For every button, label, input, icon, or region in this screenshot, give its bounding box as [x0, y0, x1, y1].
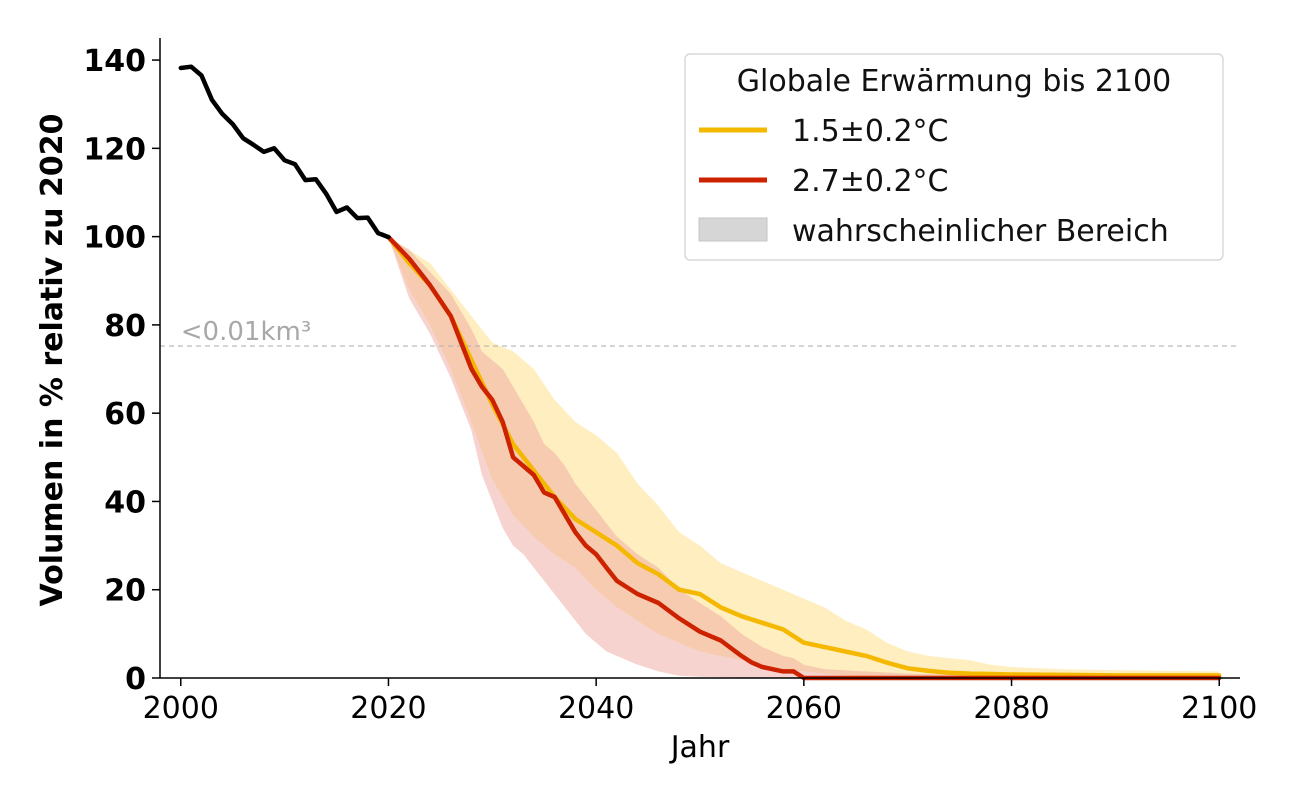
y-tick-label: 20: [104, 574, 146, 609]
legend: Globale Erwärmung bis 2100 1.5±0.2°C 2.7…: [684, 53, 1224, 261]
y-tick-label: 100: [83, 221, 146, 256]
legend-label-1-5: 1.5±0.2°C: [792, 114, 949, 149]
legend-swatch-range: [698, 217, 768, 242]
x-axis-title: Jahr: [669, 730, 730, 765]
threshold-annotation: <0.01km³: [181, 317, 311, 347]
range-bands: [388, 237, 1220, 678]
x-tick-label: 2080: [973, 691, 1049, 726]
legend-frame: [684, 53, 1224, 261]
y-axis-title: Volumen in % relativ zu 2020: [35, 114, 70, 607]
x-tick-label: 2060: [766, 691, 842, 726]
y-tick-label: 0: [125, 662, 146, 697]
x-tick-label: 2040: [558, 691, 634, 726]
y-tick-label: 40: [104, 485, 146, 520]
range-band-2-7: [388, 237, 1220, 678]
legend-title: Globale Erwärmung bis 2100: [737, 64, 1171, 99]
y-tick-label: 120: [83, 132, 146, 167]
x-tick-label: 2020: [350, 691, 426, 726]
y-tick-label: 80: [104, 309, 146, 344]
x-tick-label: 2100: [1181, 691, 1257, 726]
historical-line: [178, 64, 391, 240]
series-line-2-7: [386, 234, 1222, 681]
x-tick-label: 2000: [143, 691, 219, 726]
legend-label-2-7: 2.7±0.2°C: [792, 164, 949, 199]
y-tick-label: 60: [104, 397, 146, 432]
series-lines: [178, 64, 1222, 681]
legend-label-range: wahrscheinlicher Bereich: [792, 214, 1169, 249]
y-tick-label: 140: [83, 44, 146, 79]
